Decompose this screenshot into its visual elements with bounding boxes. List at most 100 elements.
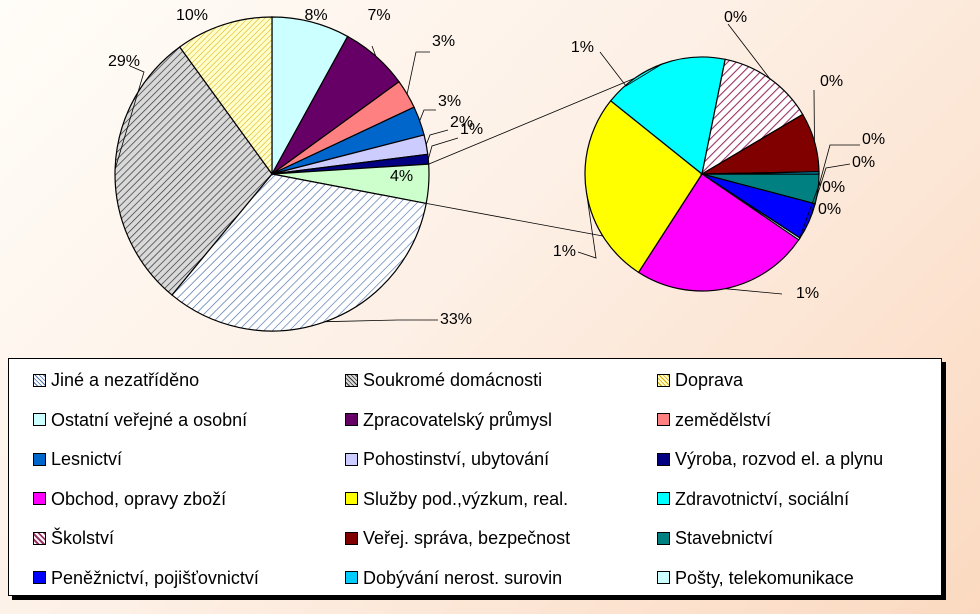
main-leader-line [406,51,430,95]
main-leader-line [427,137,459,160]
detail-data-label: 0% [822,179,845,196]
legend-swatch [657,492,670,505]
main-data-label: 3% [438,93,461,110]
main-data-label: 2% [450,114,473,131]
legend-item-vyroba-rozvod-el-a-plynu: Výroba, rozvod el. a plynu [657,448,883,470]
detail-data-label: 1% [553,243,576,260]
detail-leader-line [808,163,851,222]
detail-leader-line [798,181,821,240]
legend-swatch [33,413,46,426]
legend-item-stavebnictvi: Stavebnictví [657,527,773,549]
legend-swatch [345,373,358,387]
legend-item-doprava: Doprava [657,369,743,391]
main-data-label: 33% [440,311,472,328]
legend-swatch [657,373,670,387]
legend-label: Ostatní veřejné a osobní [51,409,248,430]
main-data-label: 29% [108,53,140,70]
legend-swatch [33,452,46,466]
detail-slice-obchod-opravy-zbozi [637,173,800,292]
connector-line-bottom [426,203,603,237]
detail-leader-line [725,288,783,295]
detail-data-label: 0% [862,131,885,148]
legend-item-zdravotnictvi-socialni: Zdravotnictví, sociální [657,488,849,510]
detail-leader-line [727,23,771,79]
detail-data-label: 0% [724,9,747,26]
legend-label: Výroba, rozvod el. a plynu [675,449,884,469]
legend-label: Zpracovatelský průmysl [363,409,553,430]
legend-label: Služby pod.,výzkum, real. [363,488,569,509]
main-data-label: 10% [176,7,208,24]
main-leader-line [419,109,436,121]
detail-pie: 0% 0% 0% 1% 1% 1% 0% 0% 0% [553,9,885,302]
legend-item-skolstvi: Školství [33,527,114,549]
legend-swatch [657,413,670,426]
main-data-label: 1% [460,121,483,138]
legend-swatch [33,571,46,584]
detail-leader-line [599,51,663,87]
legend-label: Dobývání nerost. surovin [363,567,563,588]
legend-item-zpracovatelsky-prumysl: Zpracovatelský průmysl [345,409,552,431]
detail-data-label: 0% [820,73,843,90]
detail-leader-line [817,144,860,190]
detail-leader-line [813,89,815,143]
legend-item-lesnictvi: Lesnictví [33,448,122,470]
detail-slice-skolstvi [701,58,804,176]
legend-label: Jiné a nezatříděno [51,370,200,390]
main-leader-line [114,65,145,170]
legend-item-dobyvani-nerost-surovin: Dobývání nerost. surovin [345,567,562,589]
legend-item-jine-a-nezatrideno: Jiné a nezatříděno [33,369,199,391]
detail-data-label: 1% [571,39,594,56]
legend-label: Soukromé domácnosti [363,370,543,390]
chart-legend: Jiné a nezatříděno Soukromé domácnosti Dop… [8,358,942,596]
detail-data-label: 0% [818,201,841,218]
legend-item-sluzby-pod-vyzkum-real: Služby pod.,výzkum, real. [345,488,568,510]
legend-item-pohostinstvi-ubytovani: Pohostinství, ubytování [345,448,549,470]
detail-leader-line [577,192,597,259]
legend-label: Stavebnictví [675,528,774,548]
detail-data-label: 0% [852,154,875,171]
legend-item-posty-telekomunikace: Pošty, telekomunikace [657,567,854,589]
connector-line-top [428,77,636,165]
legend-swatch [657,531,670,545]
legend-label: Pošty, telekomunikace [675,567,854,588]
legend-label: zemědělství [675,409,772,430]
legend-label: Obchod, opravy zboží [51,488,227,509]
legend-item-verej-sprava-bezpecnost: Veřej. správa, bezpečnost [345,527,570,549]
legend-swatch [345,571,358,584]
legend-label: Lesnictví [51,449,123,469]
legend-swatch [33,531,46,545]
main-leader-line [425,129,449,145]
main-data-label: 3% [432,33,455,50]
legend-swatch [345,413,358,426]
detail-data-label: 1% [796,285,819,302]
legend-label: Veřej. správa, bezpečnost [363,528,571,548]
legend-label: Doprava [675,370,744,390]
main-data-label: 7% [367,7,390,24]
legend-item-obchod-opravy-zbozi: Obchod, opravy zboží [33,488,226,510]
legend-item-zemedelstvi: zemědělství [657,409,771,431]
legend-swatch [345,492,358,505]
main-slice-jine-a-nezatrideno [171,173,427,332]
legend-label: Peněžnictví, pojišťovnictví [51,567,259,588]
legend-item-peneznictvi-pojistovnictvi: Peněžnictví, pojišťovnictví [33,567,259,589]
main-data-label: 8% [304,7,327,24]
detail-slice-zdravotnictvi-socialni [609,56,726,176]
legend-label: Zdravotnictví, sociální [675,488,850,509]
legend-swatch [33,492,46,505]
main-leader-line [325,319,438,323]
main-slice-doprava [178,16,273,176]
legend-label: Pohostinství, ubytování [363,449,550,469]
main-pie: 8% 7% 3% 3% 2%1% 4% 33% 29% 10% [108,7,483,332]
legend-item-ostatni-verejne-a-osobni: Ostatní veřejné a osobní [33,409,247,431]
legend-swatch [657,571,670,584]
legend-label: Školství [51,528,115,548]
legend-swatch [345,531,358,545]
main-leader-line [371,45,377,57]
main-data-label: 4% [390,168,413,185]
legend-swatch [657,452,670,466]
legend-swatch [345,452,358,466]
legend-item-soukrome-domacnosti: Soukromé domácnosti [345,369,542,391]
detail-slice-dobyvani-nerost-surovin [701,171,820,175]
legend-swatch [33,373,46,387]
pie-of-pie-chart: 8% 7%3%3%2%1%4%33%29%10% 0%0%0%1%1%1%0%0%… [108,7,885,332]
